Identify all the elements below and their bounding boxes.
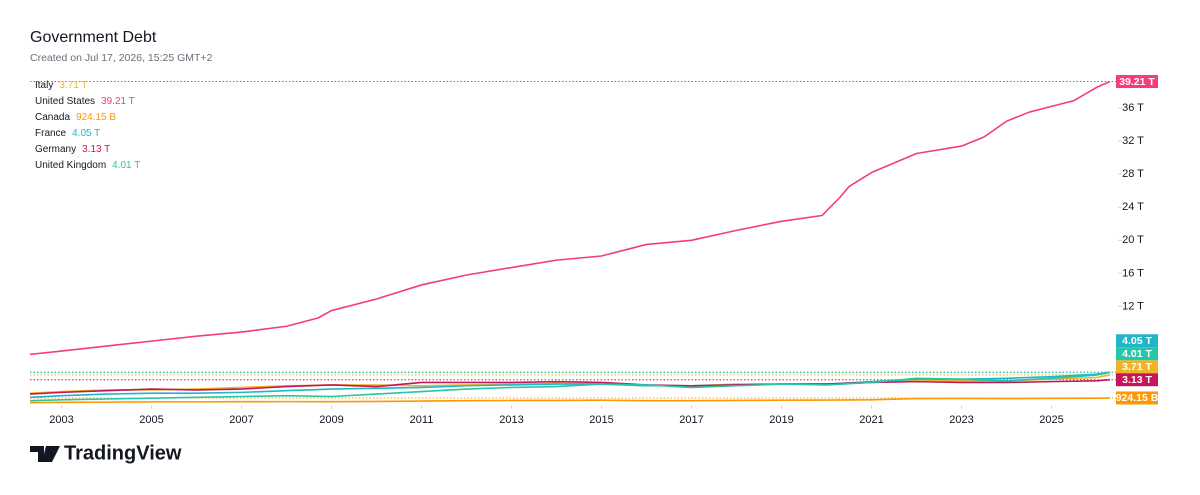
value-badge: 3.71 T — [1116, 360, 1158, 374]
legend-value: 39.21 T — [101, 96, 135, 107]
badge-bg — [1116, 373, 1158, 387]
x-tick-label: 2013 — [499, 414, 523, 426]
y-tick-label: 24 T — [1122, 201, 1144, 213]
legend-name: Germany — [35, 144, 76, 155]
legend-name: Italy — [35, 80, 53, 91]
legend-value: 3.71 T — [59, 80, 87, 91]
legend-name: France — [35, 128, 67, 139]
x-tick-label: 2017 — [679, 414, 703, 426]
badge-bg — [1116, 334, 1158, 348]
badge-bg — [1116, 347, 1158, 361]
value-badge: 4.01 T — [1116, 347, 1158, 361]
legend-entry: Italy 3.71 T — [35, 80, 88, 91]
legend-value: 924.15 B — [76, 112, 116, 123]
y-tick-label: 20 T — [1122, 234, 1144, 246]
legend-entry: United Kingdom 4.01 T — [35, 160, 140, 171]
brand-logo: TradingView — [30, 442, 182, 464]
x-tick-label: 2007 — [229, 414, 253, 426]
x-tick-label: 2021 — [859, 414, 883, 426]
badge-bg — [1116, 391, 1158, 405]
series-line — [29, 397, 1111, 404]
value-badge: 4.05 T — [1116, 334, 1158, 348]
x-tick-label: 2025 — [1039, 414, 1063, 426]
chart-title: Government Debt — [30, 29, 157, 46]
legend-value: 4.01 T — [112, 160, 140, 171]
x-tick-label: 2019 — [769, 414, 793, 426]
y-tick-label: 32 T — [1122, 135, 1144, 147]
value-badge: 3.13 T — [1116, 373, 1158, 387]
badge-label: 4.05 T — [1122, 335, 1152, 347]
legend-entry: Canada 924.15 B — [35, 112, 116, 123]
x-tick-label: 2015 — [589, 414, 613, 426]
legend-value: 3.13 T — [82, 144, 110, 155]
badge-bg — [1116, 75, 1158, 89]
value-badge: 39.21 T — [1116, 75, 1158, 89]
chart-subtitle: Created on Jul 17, 2026, 15:25 GMT+2 — [30, 52, 213, 64]
legend-entry: Germany 3.13 T — [35, 144, 110, 155]
badge-label: 4.01 T — [1122, 348, 1152, 360]
legend-name: United Kingdom — [35, 160, 106, 171]
x-tick-label: 2023 — [949, 414, 973, 426]
legend-entry: France 4.05 T — [35, 128, 100, 139]
legend-value: 4.05 T — [72, 128, 100, 139]
badge-label: 3.13 T — [1122, 374, 1152, 386]
badge-label: 924.15 B — [1116, 392, 1159, 404]
y-tick-label: 36 T — [1122, 102, 1144, 114]
logo-mark — [30, 446, 60, 462]
x-tick-label: 2009 — [319, 414, 343, 426]
y-tick-label: 12 T — [1122, 300, 1144, 312]
brand-name: TradingView — [64, 442, 182, 464]
legend-name: Canada — [35, 112, 70, 123]
series-line — [29, 371, 1111, 402]
series-line — [29, 378, 1111, 395]
y-tick-label: 16 T — [1122, 267, 1144, 279]
badge-label: 3.71 T — [1122, 361, 1152, 373]
y-tick-label: 28 T — [1122, 168, 1144, 180]
x-tick-label: 2005 — [139, 414, 163, 426]
value-badge: 924.15 B — [1116, 391, 1159, 405]
legend-name: United States — [35, 96, 95, 107]
badge-bg — [1116, 360, 1158, 374]
badge-label: 39.21 T — [1119, 76, 1155, 88]
x-tick-label: 2011 — [410, 414, 434, 426]
legend-entry: United States 39.21 T — [35, 96, 135, 107]
series-line — [29, 80, 1111, 356]
x-tick-label: 2003 — [49, 414, 73, 426]
